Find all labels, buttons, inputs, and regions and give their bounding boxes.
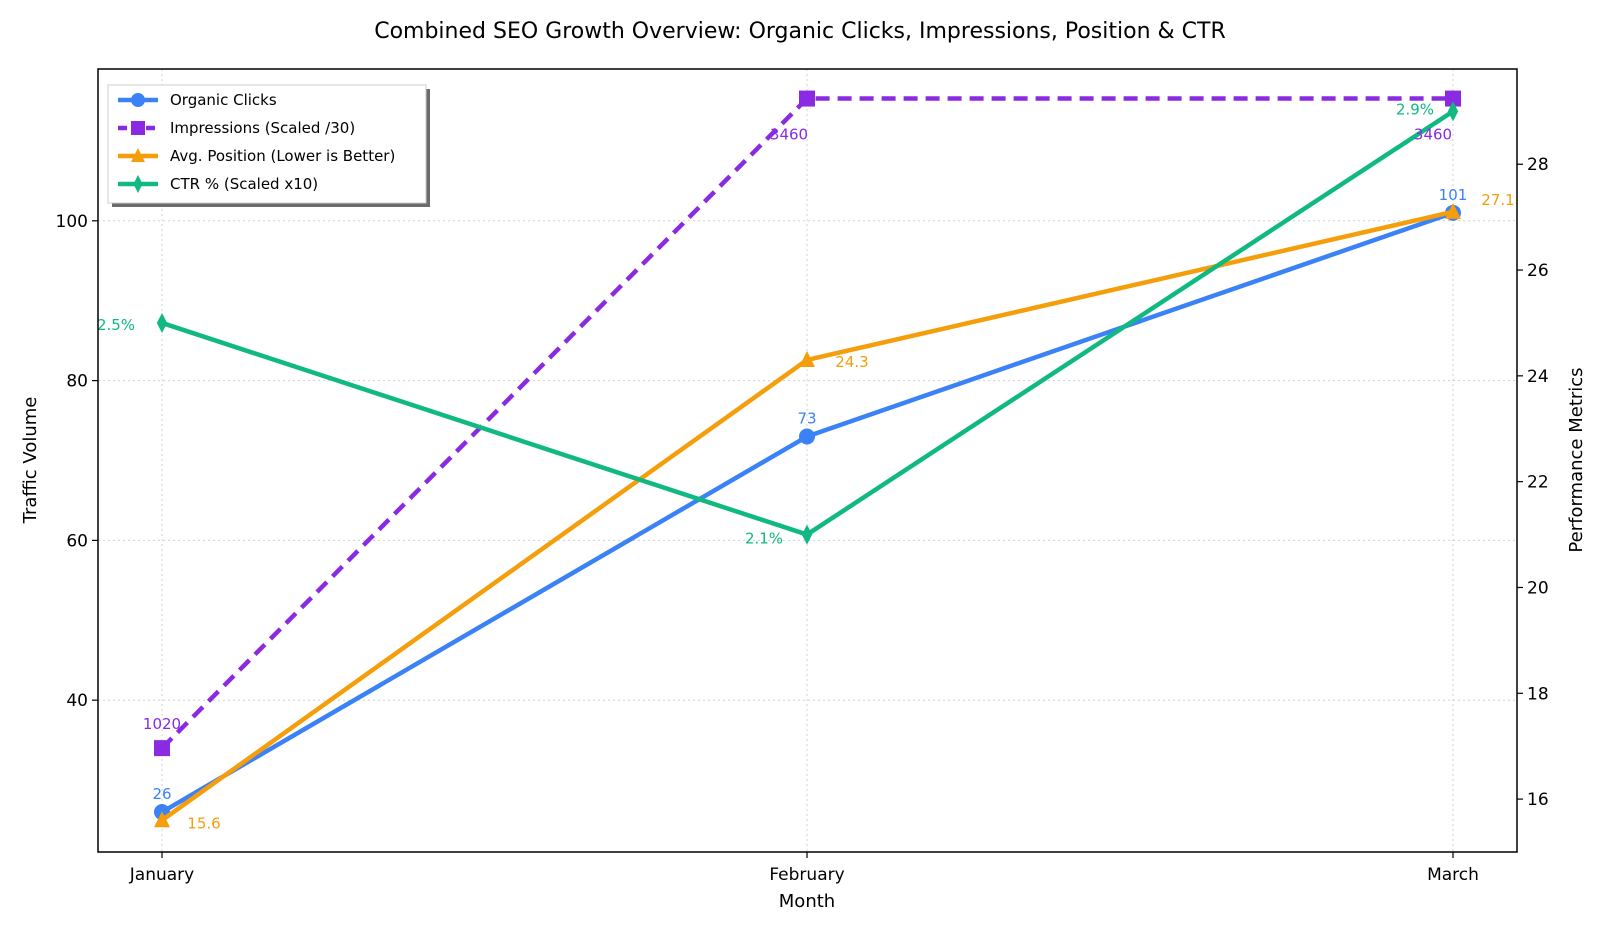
y-tick-label-left: 60 [66, 531, 88, 551]
marker-square [1445, 90, 1461, 107]
data-label: 27.1 [1481, 191, 1514, 209]
y-tick-label-left: 100 [56, 212, 88, 232]
marker-circle [799, 428, 815, 445]
legend-label: Organic Clicks [170, 91, 277, 109]
marker-triangle [1445, 202, 1461, 219]
y-tick-label-right: 20 [1527, 578, 1549, 598]
marker-square [154, 740, 170, 757]
data-label: 2.5% [97, 316, 135, 334]
data-label: 2.9% [1396, 100, 1434, 118]
series-ctr-scaled-x10 [156, 101, 1459, 545]
marker-triangle [154, 811, 170, 828]
chart-title: Combined SEO Growth Overview: Organic Cl… [374, 19, 1226, 44]
x-axis-label: Month [779, 891, 835, 912]
legend-label: CTR % (Scaled x10) [170, 175, 318, 193]
legend-label: Avg. Position (Lower is Better) [170, 147, 395, 165]
data-label: 101 [1439, 186, 1468, 204]
marker-triangle [131, 148, 145, 162]
y-tick-label-right: 18 [1527, 684, 1549, 704]
x-tick-label: February [769, 865, 844, 885]
legend-label: Impressions (Scaled /30) [170, 119, 355, 137]
marker-square [799, 90, 815, 107]
y-tick-label-right: 22 [1527, 473, 1549, 493]
data-label: 73 [797, 410, 816, 428]
marker-diamond [156, 312, 168, 333]
data-label: 2.1% [745, 530, 783, 548]
y-axis-label-left: Traffic Volume [20, 397, 41, 525]
series-organic-clicks [154, 204, 1461, 821]
data-label: 1020 [143, 715, 181, 733]
x-tick-label: March [1427, 865, 1479, 885]
y-tick-label-right: 24 [1527, 367, 1549, 387]
y-tick-label-right: 28 [1527, 155, 1549, 175]
data-label: 15.6 [187, 814, 220, 832]
data-label: 24.3 [835, 353, 868, 371]
marker-square [131, 121, 145, 135]
axes-layer: January February March 40 60 80 100 16 18 20 22 24 2… [56, 155, 1549, 885]
legend-box [107, 84, 427, 204]
y-axis-label-right: Performance Metrics [1566, 367, 1587, 552]
data-label: 3460 [1414, 126, 1452, 144]
marker-triangle [799, 350, 815, 367]
legend: Organic Clicks Impressions (Scaled /30) Av… [107, 84, 430, 207]
y-tick-label-right: 16 [1527, 790, 1549, 810]
series-impressions-scaled-30 [154, 90, 1461, 757]
y-tick-label-left: 80 [66, 372, 88, 392]
data-label: 3460 [770, 126, 808, 144]
series-layer [154, 90, 1461, 828]
marker-diamond [801, 524, 813, 545]
y-tick-label-left: 40 [66, 691, 88, 711]
marker-diamond [133, 175, 143, 193]
series-avg-position-lower-is-better [154, 202, 1461, 828]
marker-diamond [1447, 101, 1459, 122]
series-line [160, 210, 1454, 814]
x-tick-label: January [129, 865, 194, 885]
data-labels-layer: 26 73 101 1020 3460 3460 15.6 24.3 27.1 2.5% 2.1% 2… [97, 100, 1515, 832]
data-label: 26 [152, 785, 171, 803]
marker-circle [131, 93, 145, 107]
y-tick-label-right: 26 [1527, 261, 1549, 281]
series-line [160, 209, 1454, 823]
